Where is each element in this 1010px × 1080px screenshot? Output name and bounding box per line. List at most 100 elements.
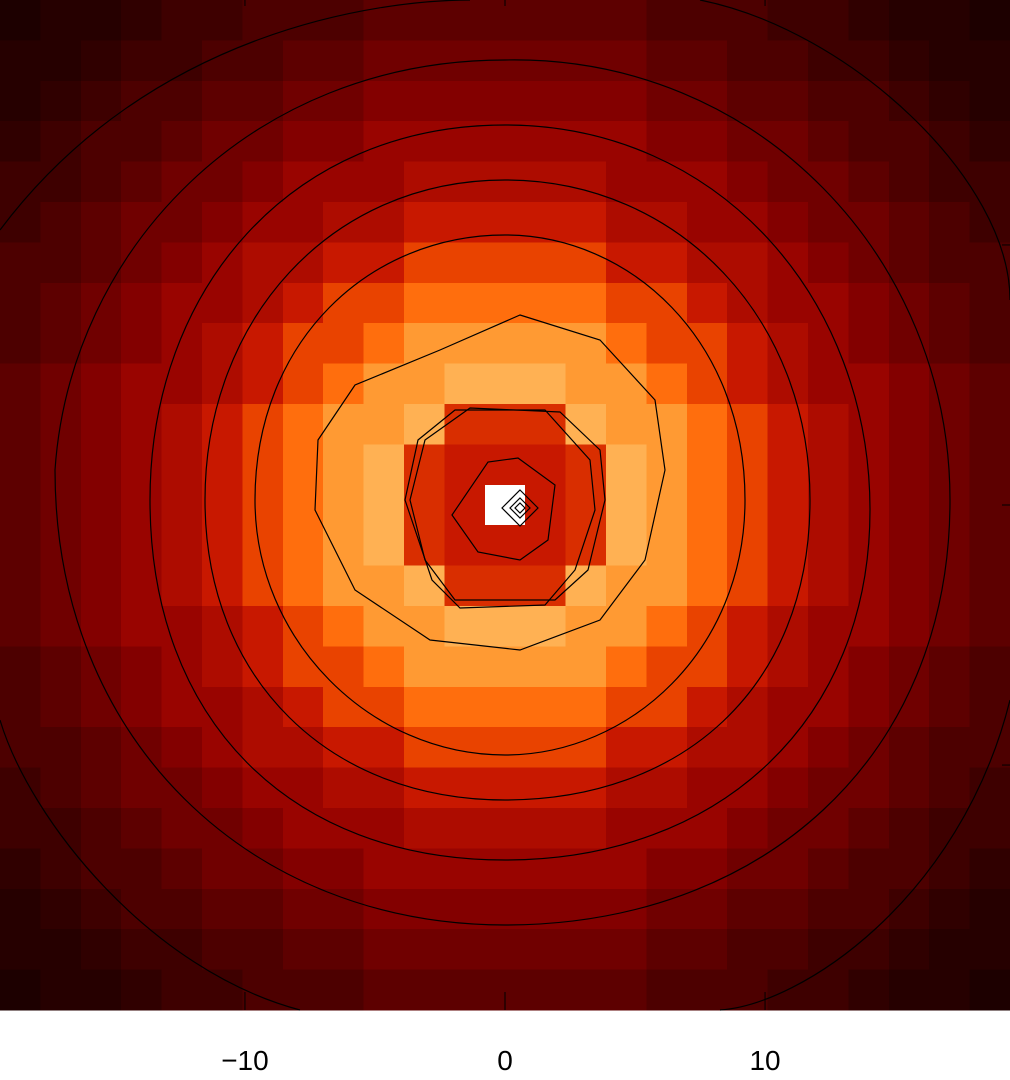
cell [888, 686, 930, 728]
cell [242, 80, 284, 122]
cell [646, 161, 688, 203]
cell [40, 202, 82, 243]
cell [646, 323, 688, 365]
cell [808, 606, 849, 647]
cell [727, 606, 769, 647]
cell [40, 444, 82, 486]
cell [80, 0, 122, 41]
cell [848, 888, 890, 930]
cell [606, 282, 647, 324]
cell [161, 969, 203, 1011]
cell [80, 606, 122, 647]
cell [888, 161, 930, 203]
cell [121, 363, 163, 405]
cell [525, 727, 567, 769]
cell [282, 848, 324, 890]
cell [161, 161, 203, 203]
cell [727, 525, 769, 567]
cell [565, 242, 607, 284]
cell [606, 0, 647, 41]
cell [808, 969, 849, 1011]
cell [686, 646, 728, 688]
cell [646, 808, 688, 849]
cell [161, 767, 203, 809]
cell [121, 686, 163, 728]
cell [848, 606, 890, 647]
cell [161, 888, 203, 930]
cell [929, 202, 971, 243]
cell [686, 484, 728, 526]
cell [202, 404, 243, 445]
cell [727, 80, 769, 122]
cell [202, 888, 243, 930]
contour [501, 489, 539, 527]
cell [161, 282, 203, 324]
cell [282, 969, 324, 1011]
cell [242, 444, 284, 486]
cell [727, 646, 769, 688]
cell [121, 525, 163, 567]
cell [727, 727, 769, 769]
cell [444, 242, 486, 284]
cell [767, 565, 809, 607]
cell [242, 686, 284, 728]
cell [121, 565, 163, 607]
cell [242, 121, 284, 163]
cell [767, 484, 809, 526]
cell [121, 323, 163, 365]
cell [767, 0, 809, 41]
cell [929, 727, 971, 769]
cell [848, 121, 890, 163]
contour [54, 59, 951, 926]
cell [848, 565, 890, 607]
cell [969, 929, 1010, 971]
cell [848, 686, 890, 728]
cell [202, 484, 243, 526]
cell [363, 242, 405, 284]
cell [929, 606, 971, 647]
cell [161, 686, 203, 728]
cell [848, 404, 890, 445]
cell [40, 80, 82, 122]
cell [484, 606, 526, 647]
cell [363, 121, 405, 163]
cell [646, 646, 688, 688]
cell [888, 323, 930, 365]
cell [969, 808, 1010, 849]
cell [646, 363, 688, 405]
cell [0, 484, 41, 526]
cell [404, 444, 445, 486]
cell [282, 484, 324, 526]
cell [323, 767, 365, 809]
cell [363, 646, 405, 688]
cell [0, 808, 41, 849]
cell [565, 80, 607, 122]
cell [525, 686, 567, 728]
cell [161, 606, 203, 647]
cell [929, 404, 971, 445]
cell [404, 808, 445, 849]
cell [606, 121, 647, 163]
cell [40, 242, 82, 284]
cell [646, 606, 688, 647]
cell [0, 727, 41, 769]
cell [686, 969, 728, 1011]
cell [363, 202, 405, 243]
cell [525, 80, 567, 122]
cell [202, 363, 243, 405]
cell [969, 0, 1010, 41]
cell [606, 323, 647, 365]
cell [0, 202, 41, 243]
cell [888, 606, 930, 647]
cell [444, 727, 486, 769]
cell [969, 404, 1010, 445]
cell [161, 444, 203, 486]
cell [404, 888, 445, 930]
cell [606, 80, 647, 122]
cell [40, 525, 82, 567]
cell [808, 121, 849, 163]
cell [606, 929, 647, 971]
cell [242, 929, 284, 971]
cell [767, 202, 809, 243]
cell [202, 767, 243, 809]
